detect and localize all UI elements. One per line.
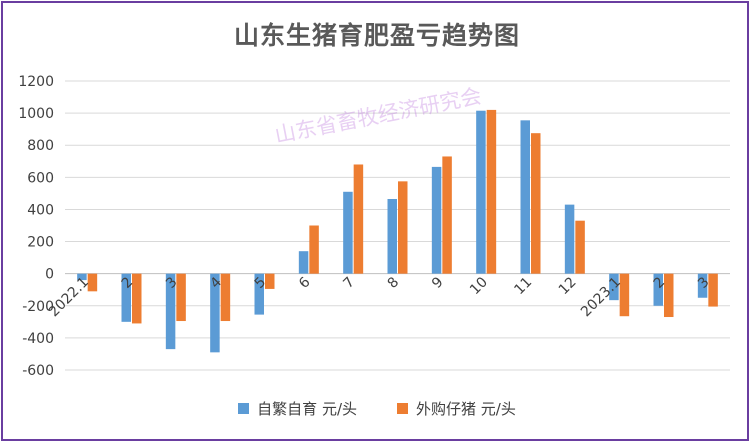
bar-series-2-8 — [442, 156, 452, 274]
bar-series-1-2 — [165, 273, 176, 350]
grid-lines — [65, 80, 730, 371]
chart-frame — [1, 1, 749, 441]
y-tick-label: -200 — [22, 299, 54, 315]
bar-series-1-4 — [254, 273, 264, 315]
bar-series-1-1 — [121, 273, 131, 322]
x-tick-label: 10 — [467, 274, 491, 298]
bar-series-2-12 — [619, 273, 630, 317]
legend-label-series-1: 自繁自育 元/头 — [257, 400, 357, 418]
legend-label-series-2: 外购仔猪 元/头 — [416, 400, 516, 418]
legend-item-series-1: 自繁自育 元/头 — [238, 398, 357, 419]
x-tick-label: 9 — [429, 274, 447, 292]
bar-series-2-5 — [309, 225, 319, 274]
bar-series-1-10 — [520, 120, 530, 274]
bar-series-1-8 — [431, 166, 442, 274]
bar-series-2-3 — [220, 273, 231, 322]
bar-series-1-9 — [476, 110, 486, 274]
bar-series-1-11 — [564, 204, 575, 274]
bar-series-2-6 — [353, 164, 364, 274]
bars — [77, 109, 718, 353]
y-tick-label: 1000 — [18, 106, 54, 122]
bar-series-1-3 — [210, 273, 220, 353]
y-tick-label: 800 — [27, 138, 54, 154]
bar-series-2-1 — [132, 273, 142, 324]
y-tick-label: -600 — [22, 363, 54, 379]
bar-series-2-0 — [87, 273, 98, 292]
y-tick-label: 0 — [45, 267, 54, 283]
bar-series-2-10 — [531, 133, 541, 274]
y-tick-label: 600 — [27, 170, 54, 186]
y-axis: 1200 1000 800 600 400 200 0 -200 -400 -600 — [18, 74, 54, 379]
bar-series-2-4 — [265, 273, 275, 289]
y-tick-label: -400 — [22, 331, 54, 347]
bar-series-2-9 — [486, 109, 497, 274]
bar-series-2-13 — [664, 273, 674, 318]
legend: 自繁自育 元/头 外购仔猪 元/头 — [0, 398, 754, 419]
bar-series-1-12 — [609, 273, 619, 301]
x-tick-label: 6 — [296, 274, 314, 292]
y-tick-label: 400 — [27, 202, 54, 218]
legend-swatch-series-2 — [397, 403, 408, 414]
x-tick-label: 12 — [556, 274, 580, 298]
chart-title: 山东生猪育肥盈亏趋势图 — [233, 21, 520, 50]
bar-series-1-13 — [653, 273, 663, 306]
x-tick-label: 7 — [340, 274, 358, 292]
bar-series-1-6 — [343, 191, 353, 274]
x-tick-label: 8 — [385, 274, 403, 292]
legend-swatch-series-1 — [238, 403, 250, 414]
bar-series-1-5 — [298, 251, 309, 274]
bar-series-1-0 — [77, 273, 87, 281]
bar-series-1-7 — [387, 199, 397, 274]
x-tick-label: 11 — [511, 274, 535, 298]
bar-series-2-7 — [398, 181, 408, 274]
legend-item-series-2: 外购仔猪 元/头 — [397, 398, 516, 419]
y-tick-label: 1200 — [18, 74, 54, 90]
bar-series-2-14 — [708, 273, 718, 307]
bar-series-2-2 — [176, 273, 186, 322]
y-tick-label: 200 — [27, 235, 54, 251]
bar-series-2-11 — [575, 220, 585, 274]
bar-series-1-14 — [697, 273, 708, 298]
